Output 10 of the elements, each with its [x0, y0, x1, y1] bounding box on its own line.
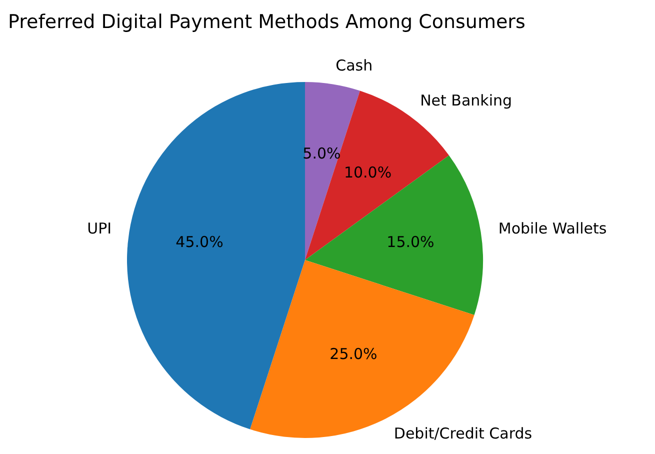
slice-label: Debit/Credit Cards [394, 424, 532, 442]
data-label: 10.0% [344, 163, 392, 182]
slice-label: Mobile Wallets [498, 219, 607, 238]
data-label: 45.0% [176, 233, 224, 252]
slice-label: Cash [336, 56, 373, 74]
slice-label: UPI [87, 219, 112, 238]
data-label: 25.0% [330, 345, 378, 364]
chart-title: Preferred Digital Payment Methods Among Consumers [8, 11, 526, 33]
data-label: 15.0% [386, 233, 434, 252]
slice-label: Net Banking [420, 91, 512, 110]
